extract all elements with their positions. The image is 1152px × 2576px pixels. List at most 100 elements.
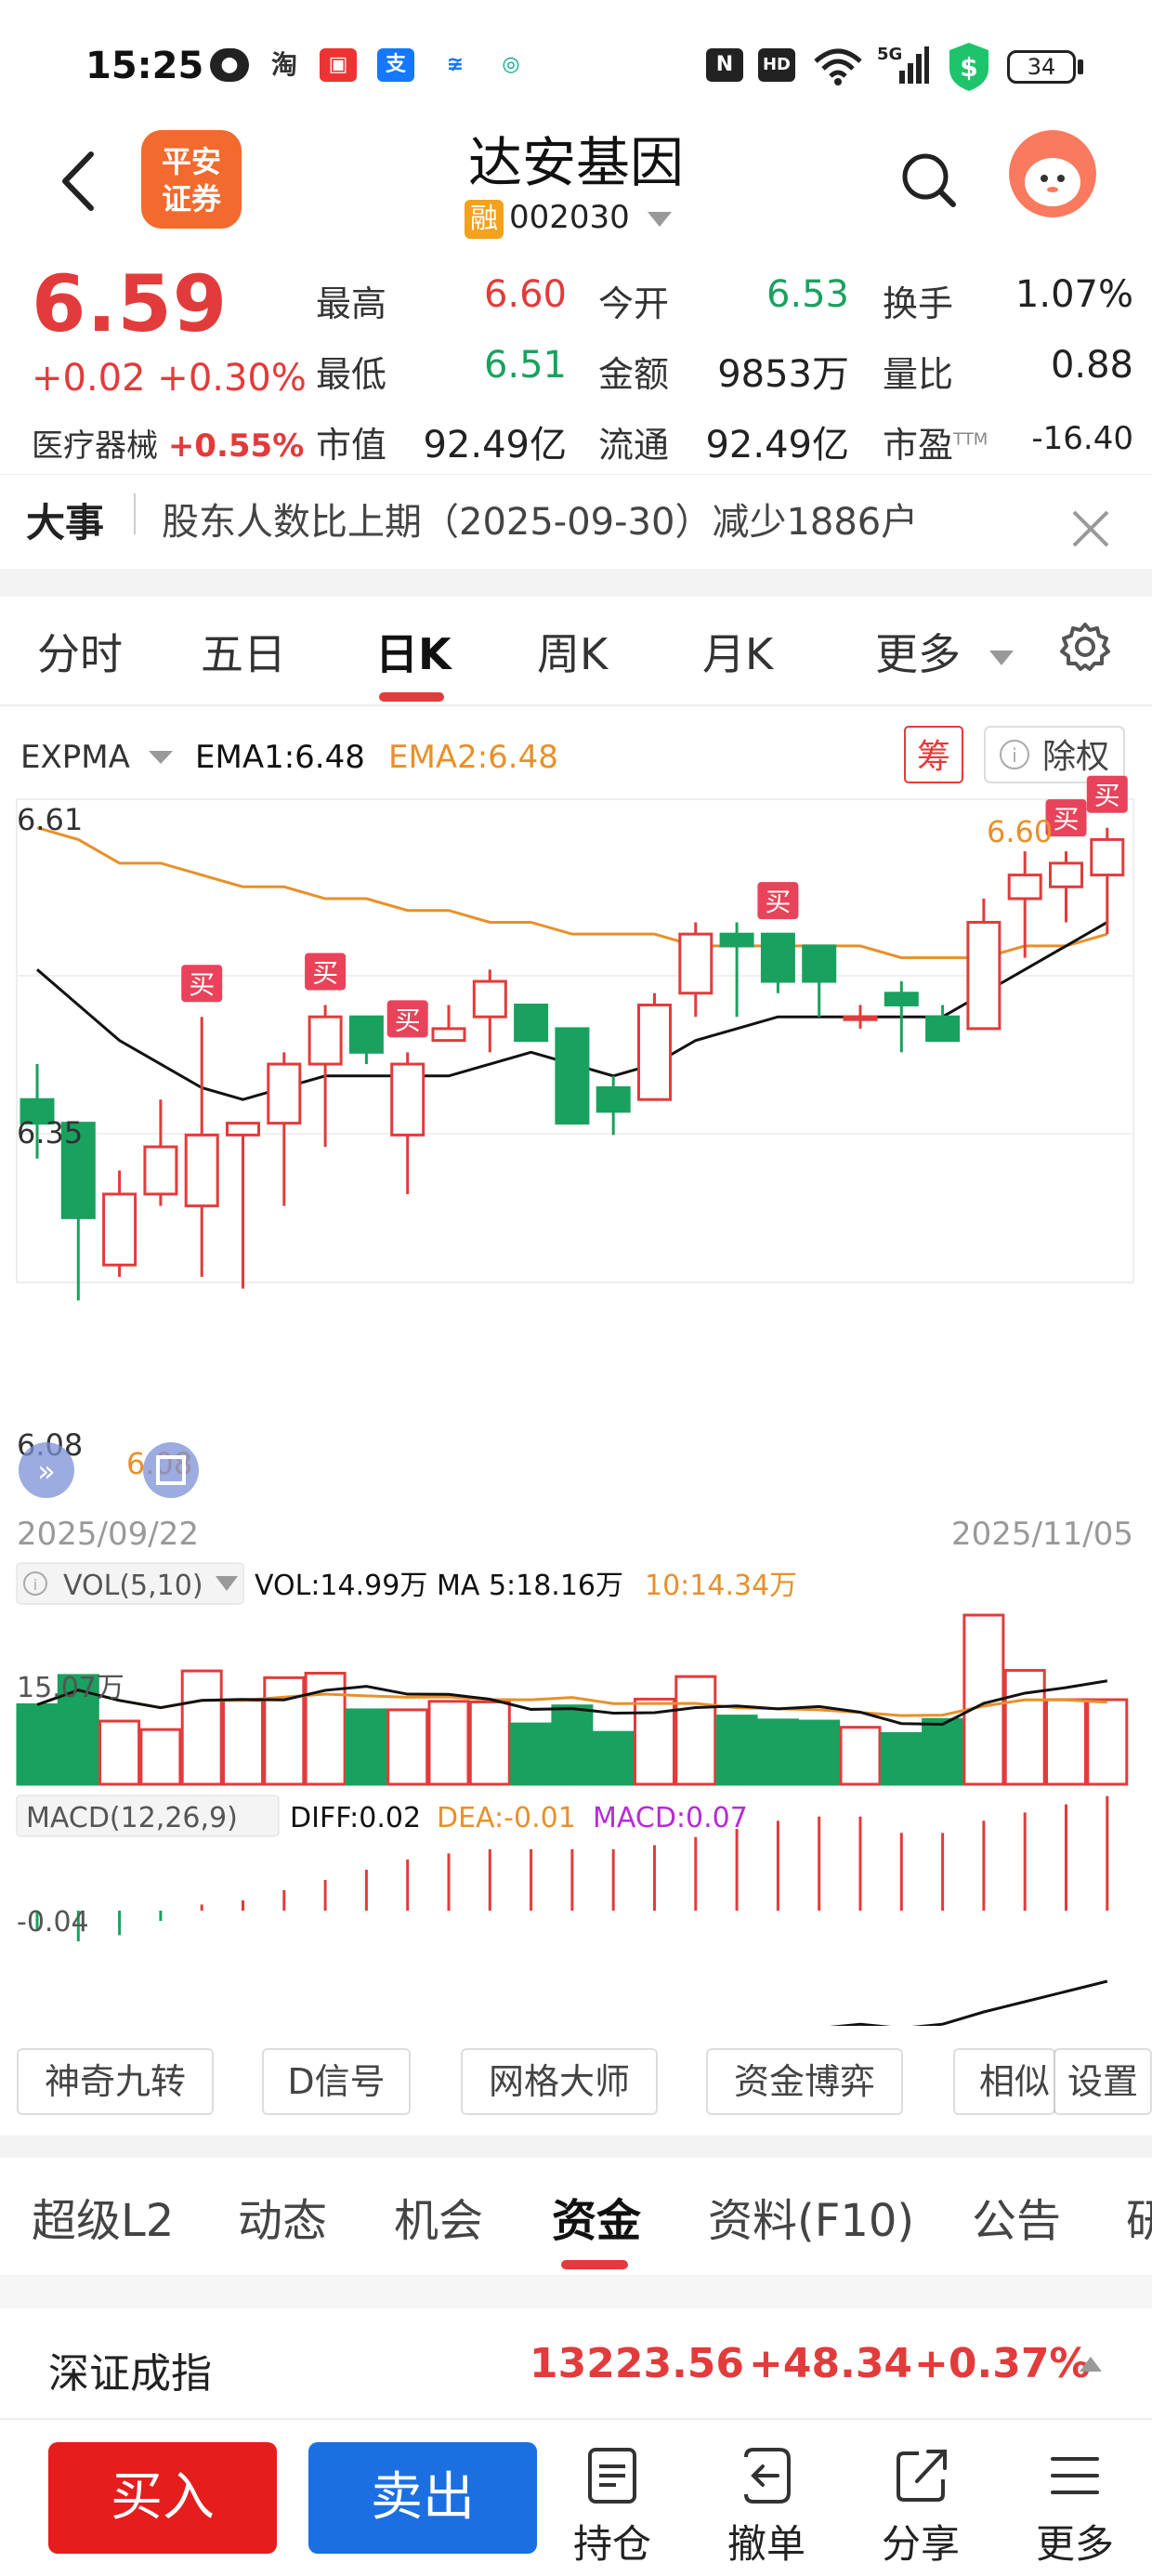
sector-info[interactable]: 医疗器械 +0.55% (32, 420, 304, 466)
volume-bar (922, 1717, 964, 1786)
similar-button[interactable]: 相似 (953, 2048, 1055, 2115)
event-bar[interactable]: 大事 股东人数比上期（2025-09-30）减少1886户 (0, 474, 1152, 567)
macd-diff-label: DIFF:0.02 (290, 1802, 421, 1834)
volume-bar (839, 1726, 882, 1786)
info-icon-glyph: i (1012, 744, 1017, 767)
expand-left-glyph: » (37, 1453, 56, 1489)
positions-label: 持仓 (572, 2521, 651, 2567)
macd-axis-label: -0.04 (17, 1906, 89, 1939)
candle (802, 944, 837, 983)
volume-bar (510, 1722, 553, 1786)
tab-announcement[interactable]: 公告 (972, 2195, 1062, 2247)
kline-chart[interactable]: EXPMA EMA1:6.48 EMA2:6.48 筹 i 除权 买买买买买买 … (0, 706, 1152, 2026)
volume-indicator-selector (16, 1562, 244, 1605)
share-icon (897, 2450, 947, 2502)
index-change: +48.34 (749, 2340, 913, 2387)
network-label: 5G (877, 45, 902, 64)
chip-button (904, 726, 963, 783)
candle (884, 992, 919, 1006)
buy-signal-marker (757, 882, 799, 920)
tab-research[interactable]: 研 (1126, 2195, 1152, 2247)
candle (1049, 861, 1083, 888)
quote-label: 流通 (598, 425, 670, 466)
broker-logo[interactable]: 平安 证券 (141, 130, 242, 229)
status-time: 15:25 (85, 45, 204, 87)
buy-signal-label: 买 (395, 1005, 421, 1035)
ema2-label: EMA2:6.48 (388, 739, 558, 776)
close-icon[interactable] (1070, 508, 1111, 549)
cancel-order-button[interactable]: 撤单 (715, 2446, 818, 2569)
tab-active-indicator (379, 692, 444, 702)
buy-signal-label: 买 (312, 957, 338, 988)
margin-badge: 融 (465, 199, 504, 239)
buy-button[interactable]: 买入 (48, 2442, 277, 2554)
candle (637, 1003, 672, 1101)
macd-layer (35, 1795, 1109, 2026)
tab-capital[interactable]: 资金 (552, 2195, 642, 2247)
back-button[interactable] (46, 139, 111, 223)
caret-up-icon (1080, 2357, 1102, 2372)
tab-daily-k[interactable]: 日K (375, 629, 452, 679)
sell-button[interactable]: 卖出 (308, 2442, 537, 2554)
section-gap (0, 2275, 1152, 2308)
buy-signal-label: 买 (1094, 781, 1120, 811)
quote-value: 6.60 (483, 273, 567, 316)
positions-button[interactable]: 持仓 (561, 2446, 663, 2569)
grid-master-button[interactable]: 网格大师 (461, 2048, 658, 2115)
more-button[interactable]: 更多 (1024, 2446, 1126, 2569)
settings-button[interactable]: 设置 (1054, 2048, 1152, 2115)
quote-value: 0.88 (1050, 344, 1133, 387)
index-ticker[interactable]: 深证成指 13223.56 +48.34 +0.37% (0, 2308, 1152, 2420)
signal-icon: 5G (877, 45, 929, 84)
search-icon[interactable] (896, 147, 961, 212)
volume-bar (756, 1718, 799, 1786)
wechat-icon: ● (210, 48, 249, 82)
tab-opportunity[interactable]: 机会 (394, 2195, 484, 2247)
tab-f10[interactable]: 资料(F10) (708, 2195, 915, 2247)
assistant-avatar[interactable] (1009, 130, 1096, 217)
volume-indicator-name: VOL(5,10) (63, 1570, 203, 1602)
volume-bar (1045, 1698, 1087, 1786)
macd-dea-label: DEA:-0.01 (437, 1802, 576, 1834)
macd-indicator-selector (16, 1794, 280, 1837)
fund-game-button[interactable]: 资金博弈 (706, 2048, 903, 2115)
volume-bar (468, 1700, 511, 1786)
battery-icon: 34 (1007, 50, 1076, 84)
tab-super-l2[interactable]: 超级L2 (32, 2195, 175, 2247)
share-button[interactable]: 分享 (870, 2446, 972, 2569)
candle (719, 932, 754, 948)
d-signal-button[interactable]: D信号 (262, 2048, 411, 2115)
candle (514, 1003, 549, 1043)
volume-bar (16, 1702, 59, 1786)
price-layer: 买买买买买买 (20, 775, 1128, 1301)
quote-label: 换手 (883, 283, 954, 324)
tab-five-day[interactable]: 五日 (201, 629, 286, 679)
gear-icon[interactable] (1059, 621, 1111, 673)
nine-turn-button[interactable]: 神奇九转 (17, 2048, 214, 2115)
candle (348, 1015, 384, 1054)
tab-more-label: 更多 (875, 629, 961, 679)
y-mid-label: 6.35 (17, 1115, 83, 1150)
candle (1007, 874, 1042, 900)
quote-label: 今开 (598, 283, 670, 324)
tab-more[interactable]: 更多 (875, 621, 1015, 682)
alipay-icon: 支 (377, 48, 414, 82)
quote-label: 金额 (598, 354, 670, 395)
buy-signal-marker (305, 953, 347, 991)
candle (596, 1085, 631, 1113)
volume-bar (139, 1728, 182, 1786)
tab-weekly-k[interactable]: 周K (537, 629, 609, 679)
candle (472, 979, 507, 1019)
volume-layer (16, 1613, 1129, 1786)
stock-code-selector[interactable]: 融 002030 (465, 199, 674, 245)
candle (1090, 837, 1125, 877)
tab-monthly-k[interactable]: 月K (702, 629, 774, 679)
tab-news[interactable]: 动态 (238, 2195, 328, 2247)
quote-value: 92.49亿 (705, 424, 849, 467)
section-gap (0, 2136, 1152, 2158)
tab-intraday[interactable]: 分时 (37, 629, 123, 679)
quote-label: 市盈TTM (883, 425, 988, 466)
candle (267, 1062, 302, 1125)
quote-value: -16.40 (1031, 420, 1133, 457)
volume-bar (180, 1669, 223, 1786)
